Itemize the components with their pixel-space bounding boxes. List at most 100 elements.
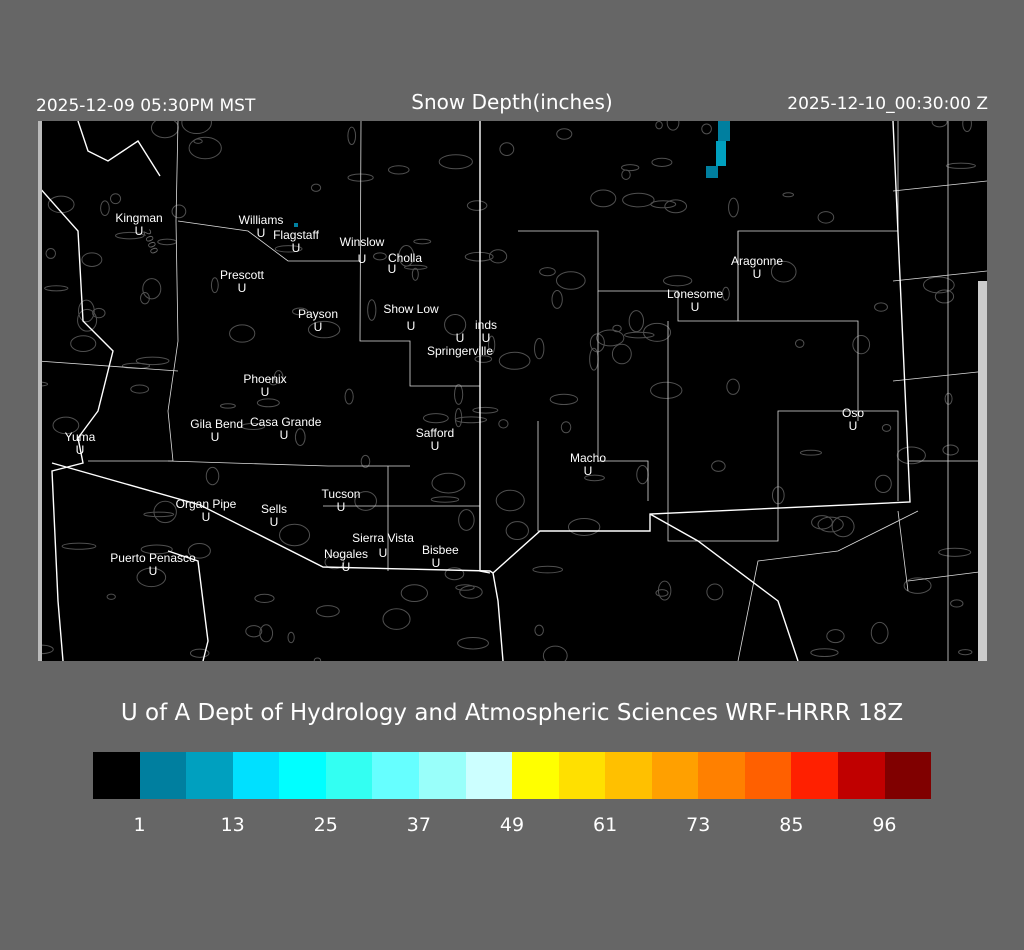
terrain-contour <box>136 567 167 588</box>
footer-credit: U of A Dept of Hydrology and Atmospheric… <box>120 700 904 726</box>
city-marker-icon: U <box>431 439 440 453</box>
terrain-contour <box>499 142 515 156</box>
terrain-contour <box>542 645 568 661</box>
terrain-contour <box>706 583 724 601</box>
terrain-contour <box>498 351 531 370</box>
terrain-contour <box>534 338 545 360</box>
map-background <box>38 121 987 661</box>
valid-time: 2025-12-10_00:30:00 Z <box>787 94 988 114</box>
terrain-contour <box>135 356 170 366</box>
terrain-contour <box>403 264 428 270</box>
city-label: Show Low <box>383 302 439 316</box>
terrain-contour <box>534 624 544 636</box>
colorbar-swatch <box>698 752 745 799</box>
terrain-contour <box>422 413 449 424</box>
terrain-contour <box>411 267 419 281</box>
terrain-contour <box>100 200 110 217</box>
city-label: Payson <box>298 307 338 321</box>
city-label: Bisbee <box>422 543 459 557</box>
city-label: Sierra Vista <box>352 531 414 545</box>
terrain-contour <box>150 121 179 139</box>
terrain-contour <box>590 189 617 208</box>
colorbar-label: 37 <box>406 814 431 836</box>
city-label: Cholla <box>388 251 422 265</box>
terrain-contour <box>400 584 429 603</box>
terrain-contour <box>505 521 529 541</box>
terrain-contour <box>728 197 739 218</box>
terrain-contour <box>624 331 655 339</box>
city-label: Winslow <box>340 235 385 249</box>
colorbar-swatch <box>744 752 792 799</box>
city-label: Yuma <box>65 430 96 444</box>
terrain-contour <box>472 406 499 414</box>
terrain-contour <box>142 278 162 300</box>
terrain-contour <box>539 267 556 277</box>
terrain-contour <box>70 335 97 352</box>
terrain-contour <box>817 211 835 224</box>
terrain-contour <box>551 289 563 309</box>
terrain-contour <box>621 169 631 180</box>
terrain-contour <box>622 192 655 208</box>
terrain-contour <box>92 307 106 319</box>
city-marker-icon: U <box>149 564 158 578</box>
city-marker-icon: U <box>358 252 367 266</box>
terrain-contour <box>628 310 645 333</box>
terrain-contour <box>292 307 309 316</box>
colorbar-swatch <box>791 752 838 799</box>
terrain-contour <box>596 329 625 347</box>
terrain-contour <box>77 308 98 332</box>
map-edge <box>38 121 42 661</box>
city-label: Organ Pipe <box>176 497 237 511</box>
colorbar-swatch <box>232 752 280 799</box>
terrain-contour <box>229 324 256 343</box>
terrain-contour <box>874 474 892 494</box>
city-marker-icon: U <box>388 262 397 276</box>
terrain-contour <box>241 422 266 430</box>
terrain-contour <box>651 157 673 167</box>
colorbar-swatch <box>558 752 606 799</box>
terrain-contour <box>532 565 564 574</box>
city-marker-icon: U <box>76 443 85 457</box>
city-marker-icon: U <box>849 419 858 433</box>
terrain-contour <box>273 370 284 384</box>
terrain-contour <box>373 252 387 261</box>
terrain-contour <box>109 193 122 205</box>
terrain-contour <box>962 121 972 133</box>
terrain-contour <box>259 624 274 643</box>
terrain-contour <box>612 324 622 333</box>
colorbar-label: 13 <box>220 814 245 836</box>
colorbar-label: 73 <box>686 814 711 836</box>
terrain-contour <box>387 165 410 175</box>
snow-cover <box>294 121 730 227</box>
terrain-contour <box>495 489 525 512</box>
terrain-contour <box>944 392 953 405</box>
terrain-contour <box>81 252 103 267</box>
terrain-contour <box>799 449 822 456</box>
city-marker-icon: U <box>270 515 279 529</box>
terrain-contour <box>210 277 219 294</box>
terrain-contour <box>121 362 151 369</box>
terrain-contour <box>584 474 605 482</box>
colorbar-swatch <box>651 752 699 799</box>
terrain-contour <box>294 428 306 447</box>
terrain-contour <box>655 121 663 130</box>
city-label: Sells <box>261 502 287 516</box>
city-marker-icon: U <box>584 464 593 478</box>
terrain-contour <box>431 472 466 494</box>
colorbar-swatch <box>512 752 559 799</box>
city-label: Flagstaff <box>273 228 319 242</box>
terrain-contour <box>115 231 145 240</box>
terrain-contour <box>153 500 177 524</box>
city-label: inds <box>475 318 497 332</box>
terrain-contour <box>52 416 80 435</box>
city-label: Williams <box>239 213 284 227</box>
colorbar-swatch <box>605 752 652 799</box>
terrain-contour <box>106 593 116 600</box>
terrain-contour <box>810 648 839 657</box>
terrain-contour <box>870 621 889 644</box>
terrain-contour <box>474 355 493 363</box>
colorbar-label: 85 <box>779 814 804 836</box>
city-marker-icon: U <box>135 224 144 238</box>
terrain-contour <box>324 554 345 570</box>
colorbar-swatch <box>884 752 932 799</box>
